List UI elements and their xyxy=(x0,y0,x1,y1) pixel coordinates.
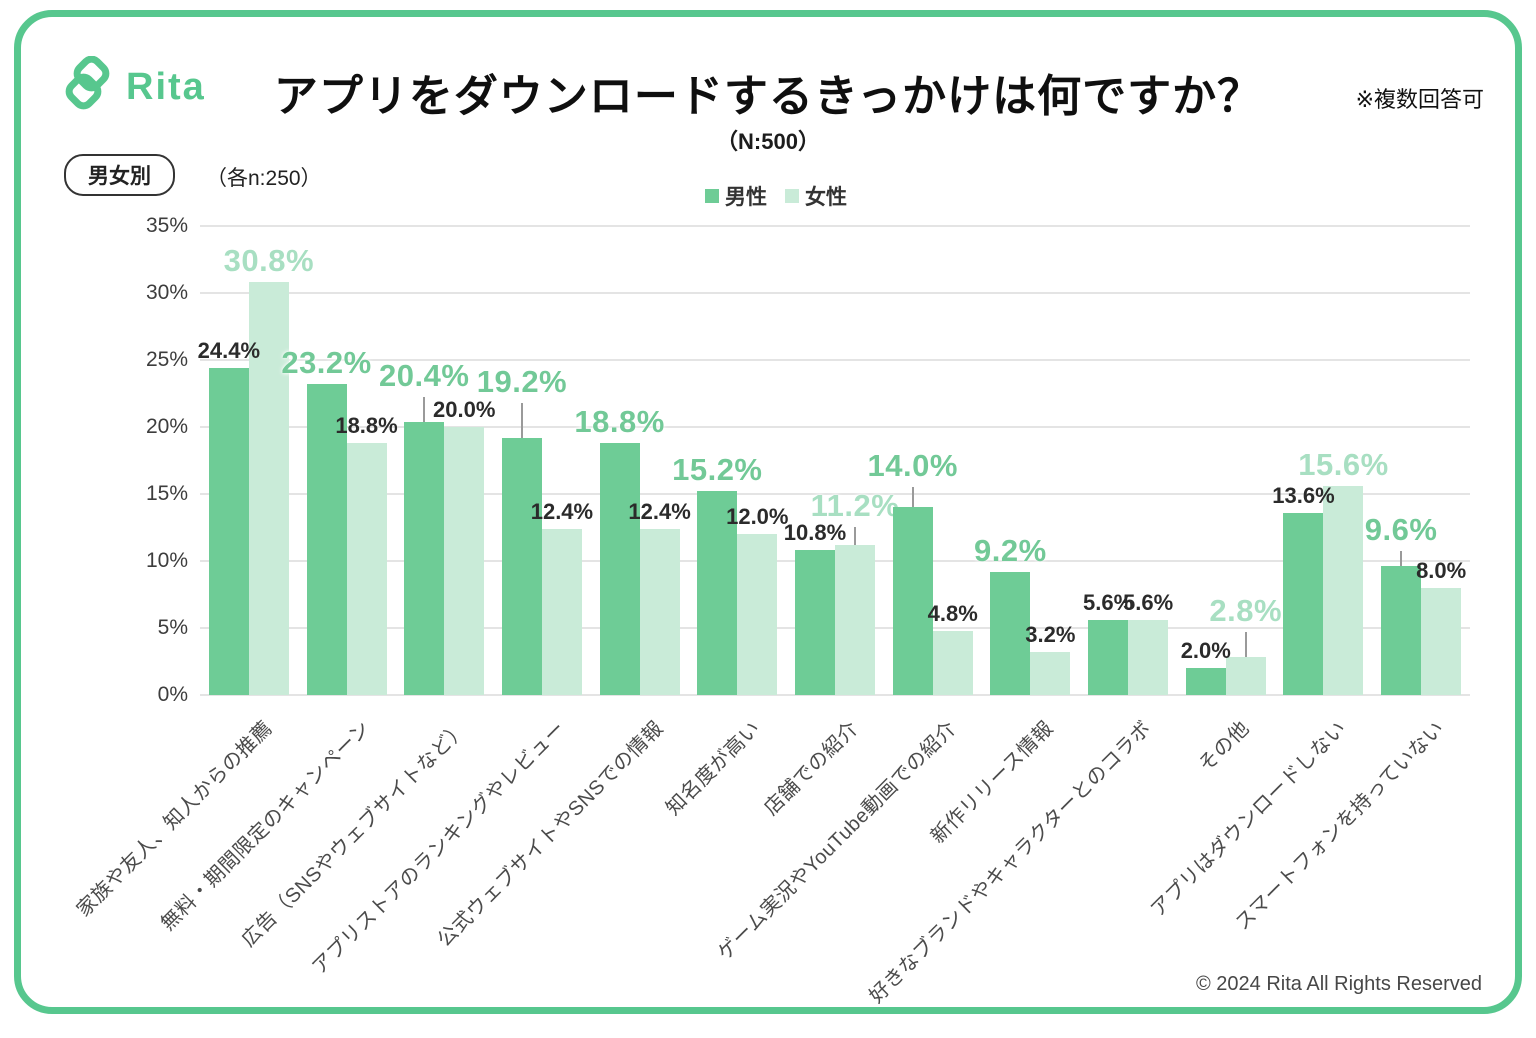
bar-male xyxy=(990,571,1031,695)
bar-female xyxy=(639,528,680,695)
value-label-female: 8.0% xyxy=(1416,557,1467,583)
per-group-sample-label: （各n:250） xyxy=(206,167,322,190)
page-title: アプリをダウンロードするきっかけは何ですか？ xyxy=(273,72,1263,121)
y-axis-tick-label: 30% xyxy=(145,281,188,304)
rita-logo: Rita xyxy=(62,56,206,112)
value-label-female: 20.0% xyxy=(433,397,496,422)
bar-female xyxy=(1421,587,1462,695)
y-axis-tick-label: 15% xyxy=(145,482,188,505)
bar-female xyxy=(248,282,289,695)
bar-male xyxy=(208,368,249,695)
legend: 男性 女性 xyxy=(16,181,1536,211)
value-label-female: 2.8% xyxy=(1209,593,1283,629)
bar-female xyxy=(541,528,582,695)
gridline xyxy=(200,292,1470,294)
y-axis-tick-label: 0% xyxy=(157,683,188,706)
leader-line xyxy=(1400,551,1403,567)
bar-female xyxy=(1030,652,1071,695)
y-axis-tick-label: 25% xyxy=(145,348,188,371)
bar-female xyxy=(346,443,387,695)
value-label-male: 2.0% xyxy=(1180,638,1231,664)
rita-logo-text: Rita xyxy=(126,66,206,108)
bar-chart: 0% 5% 10% 15% 20% 25% 30% 35% 24.4% 30.8% 家族や友人、知人… xyxy=(73,214,1470,1008)
value-label-male: 10.8% xyxy=(783,520,847,546)
leader-line xyxy=(423,396,426,422)
bar-female xyxy=(835,544,875,695)
bar-male xyxy=(697,491,738,695)
y-axis-tick-label: 20% xyxy=(145,415,188,438)
value-label-female: 12.0% xyxy=(726,504,789,530)
bar-male xyxy=(501,437,542,695)
value-label-male: 24.4% xyxy=(197,338,261,364)
bar-male xyxy=(1283,512,1324,695)
legend-male-swatch-icon xyxy=(705,189,719,203)
y-axis-tick-label: 35% xyxy=(145,214,188,237)
value-label-male: 23.2% xyxy=(281,345,372,381)
multiple-answer-note: ※複数回答可 xyxy=(1355,87,1484,112)
gender-split-badge: 男女別 xyxy=(64,154,175,196)
value-label-female: 11.2% xyxy=(810,487,900,523)
rita-logo-mark xyxy=(65,56,110,110)
value-label-female: 3.2% xyxy=(1025,622,1076,648)
gridline xyxy=(200,225,1470,227)
value-label-male: 19.2% xyxy=(476,363,568,399)
value-label-female: 18.8% xyxy=(335,413,398,439)
bar-female xyxy=(932,630,973,695)
bar-female xyxy=(1225,657,1266,695)
gridline xyxy=(200,359,1470,361)
bar-female xyxy=(1128,619,1169,695)
value-label-female: 15.6% xyxy=(1298,446,1389,482)
bar-male xyxy=(892,507,933,695)
bar-male xyxy=(1088,619,1129,695)
sample-size-label: （N:500） xyxy=(716,129,820,154)
value-label-female: 30.8% xyxy=(223,243,315,279)
leader-line xyxy=(520,402,523,438)
bar-male xyxy=(795,550,835,695)
value-label-male: 18.8% xyxy=(574,404,665,440)
value-label-male: 15.2% xyxy=(672,452,763,488)
value-label-male: 20.4% xyxy=(379,357,470,393)
value-label-male: 13.6% xyxy=(1272,482,1335,508)
leader-line xyxy=(854,526,856,545)
gridline xyxy=(200,694,1470,696)
legend-item-female: 女性 xyxy=(785,181,847,211)
value-label-male: 14.0% xyxy=(867,448,958,484)
value-label-female: 4.8% xyxy=(927,600,978,626)
legend-female-swatch-icon xyxy=(785,189,799,203)
bar-female xyxy=(1323,485,1364,695)
bar-female xyxy=(444,427,485,695)
legend-female-label: 女性 xyxy=(805,186,847,209)
y-axis-tick-label: 5% xyxy=(157,616,188,639)
value-label-male: 9.6% xyxy=(1364,512,1438,548)
value-label-female: 12.4% xyxy=(628,498,691,524)
bar-female xyxy=(737,534,778,695)
gridline xyxy=(200,493,1470,495)
leader-line xyxy=(1244,632,1247,658)
bar-male xyxy=(404,421,445,695)
bar-male xyxy=(306,384,347,695)
leader-line xyxy=(911,487,914,508)
legend-male-label: 男性 xyxy=(725,186,767,209)
value-label-female: 5.6% xyxy=(1122,589,1174,615)
value-label-male: 5.6% xyxy=(1082,589,1134,615)
copyright-text: © 2024 Rita All Rights Reserved xyxy=(1196,973,1482,995)
value-label-male: 9.2% xyxy=(974,532,1047,568)
bar-male xyxy=(1185,668,1226,695)
bar-male xyxy=(599,443,640,695)
bar-male xyxy=(1381,566,1422,695)
legend-item-male: 男性 xyxy=(705,181,767,211)
value-label-female: 12.4% xyxy=(530,498,594,524)
gridline xyxy=(200,426,1470,428)
y-axis-tick-label: 10% xyxy=(145,549,188,572)
